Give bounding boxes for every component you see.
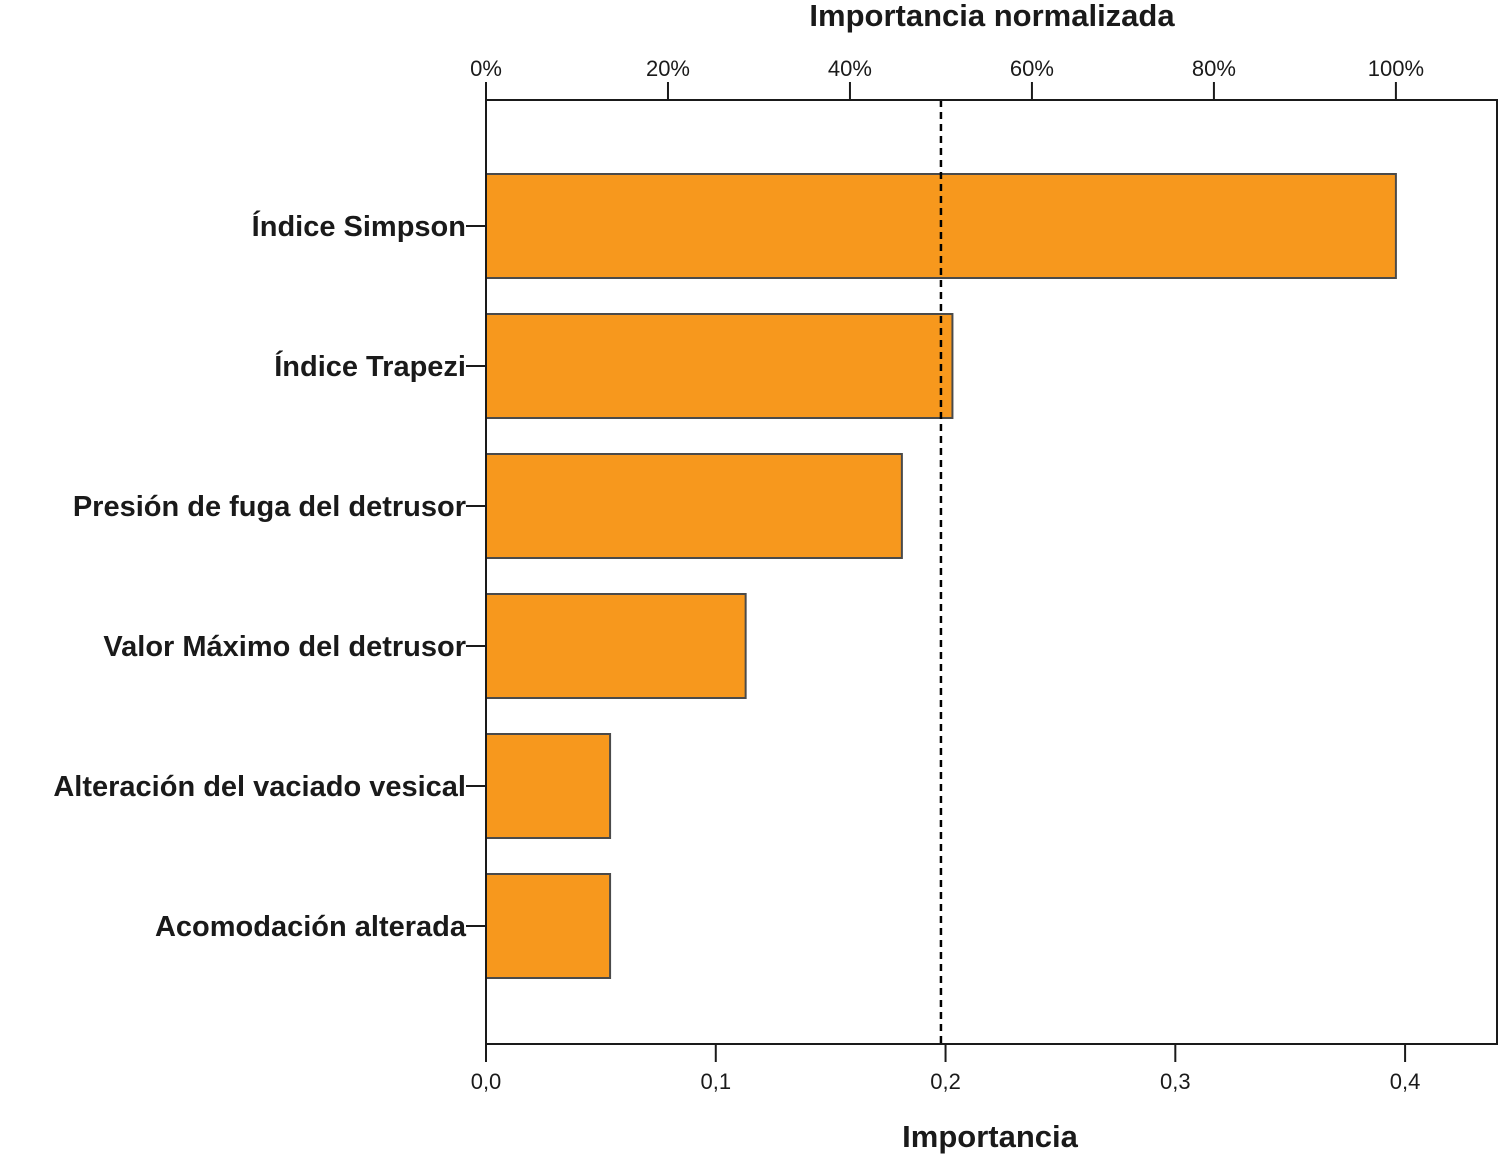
bars-group [485, 173, 1397, 979]
x-axis-title: Importancia [902, 1119, 1078, 1154]
x-tick-label: 0,0 [471, 1069, 502, 1094]
top-tick-label: 80% [1192, 56, 1236, 81]
x-tick-label: 0,2 [930, 1069, 961, 1094]
bar-6 [485, 873, 612, 979]
bar-5 [485, 733, 612, 839]
bar-2 [485, 313, 954, 419]
category-label: Presión de fuga del detrusor [73, 491, 466, 523]
category-label: Valor Máximo del detrusor [103, 631, 466, 663]
category-label: Índice Simpson [252, 209, 466, 243]
x-tick-label: 0,3 [1160, 1069, 1191, 1094]
bottom-axis: 0,0 0,1 0,2 0,3 0,4 [471, 1044, 1421, 1094]
x-tick-label: 0,1 [700, 1069, 731, 1094]
category-label: Alteración del vaciado vesical [53, 771, 466, 803]
top-tick-label: 40% [828, 56, 872, 81]
top-tick-label: 60% [1010, 56, 1054, 81]
top-tick-label: 0% [470, 56, 502, 81]
bar-3 [485, 453, 903, 559]
plot-frame [485, 99, 1498, 1045]
top-axis-title: Importancia normalizada [809, 0, 1175, 33]
bar-4 [485, 593, 747, 699]
top-tick-label: 20% [646, 56, 690, 81]
x-tick-label: 0,4 [1390, 1069, 1421, 1094]
category-label: Índice Trapezi [274, 349, 466, 383]
top-axis: 0% 20% 40% 60% 80% 100% [470, 56, 1424, 100]
top-tick-label: 100% [1368, 56, 1424, 81]
category-axis: Índice Simpson Índice Trapezi Presión de f… [53, 209, 486, 943]
category-label: Acomodación alterada [155, 911, 467, 943]
